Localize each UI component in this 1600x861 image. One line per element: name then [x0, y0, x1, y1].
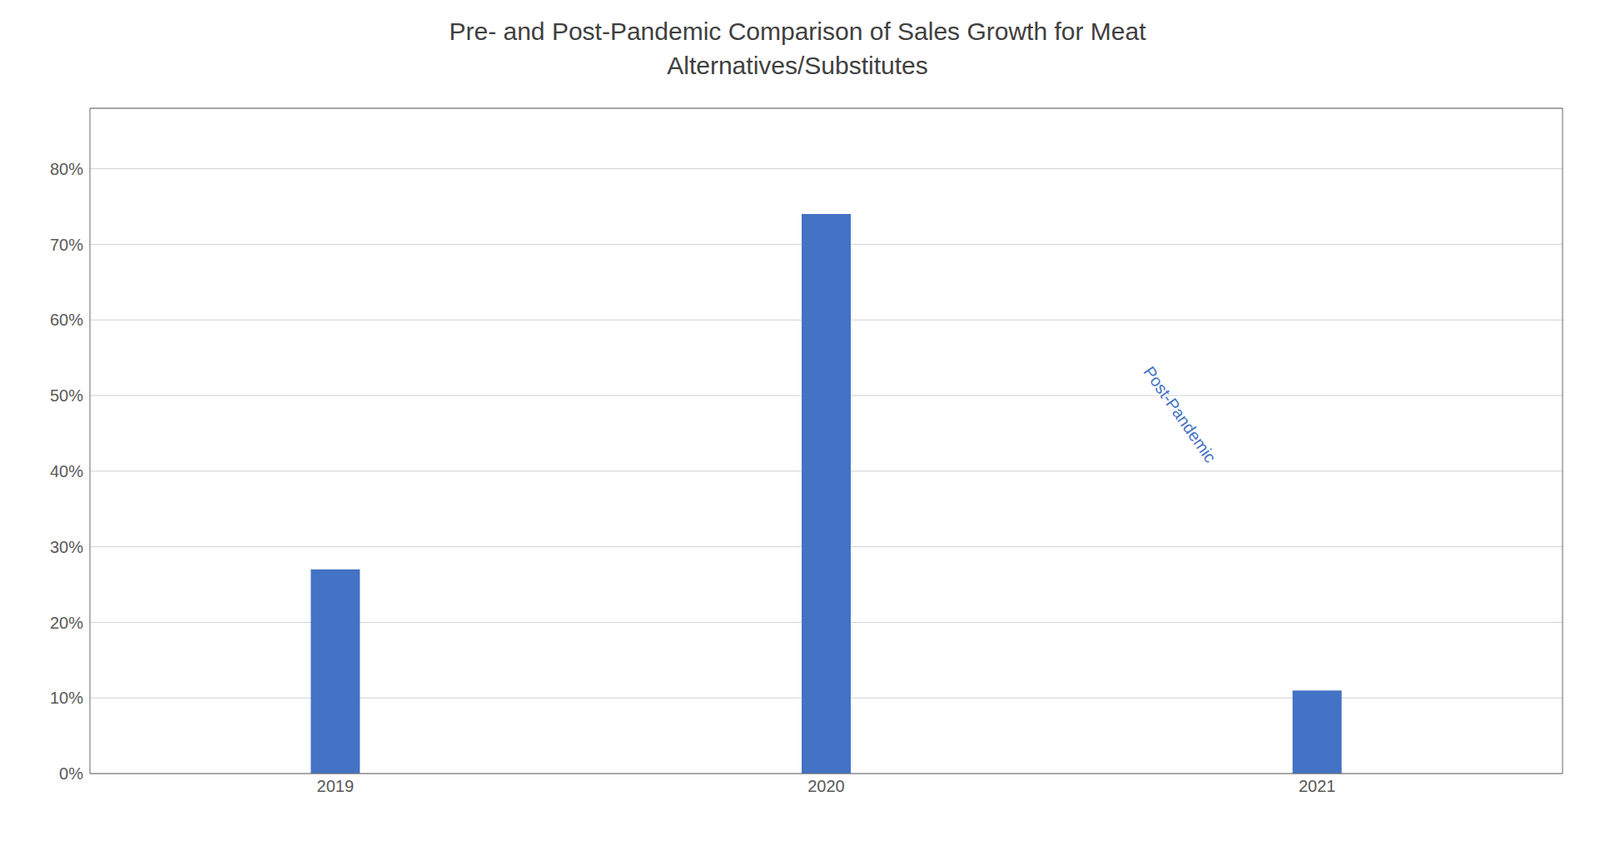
svg-text:2021: 2021 [1298, 776, 1337, 796]
svg-text:60%: 60% [49, 310, 84, 329]
svg-text:2019: 2019 [317, 776, 355, 796]
svg-text:80%: 80% [49, 159, 84, 179]
svg-text:2020: 2020 [807, 776, 845, 796]
html-text:Pre- and Post-Pandemic Compari: Pre- and Post-Pandemic Comparison of Sal… [449, 17, 1146, 45]
svg-text:50%: 50% [49, 386, 84, 405]
svg-text:30%: 30% [49, 537, 84, 557]
svg-text:0%: 0% [59, 764, 84, 783]
svg-text:70%: 70% [49, 235, 84, 254]
html-text:Post-Pandemic: Post-Pandemic [1140, 362, 1220, 466]
svg-text:10%: 10% [49, 688, 84, 707]
svg-text:20%: 20% [49, 613, 84, 632]
svg-text:40%: 40% [49, 462, 84, 481]
html-text:Alternatives/Substitutes: Alternatives/Substitutes [667, 51, 929, 79]
